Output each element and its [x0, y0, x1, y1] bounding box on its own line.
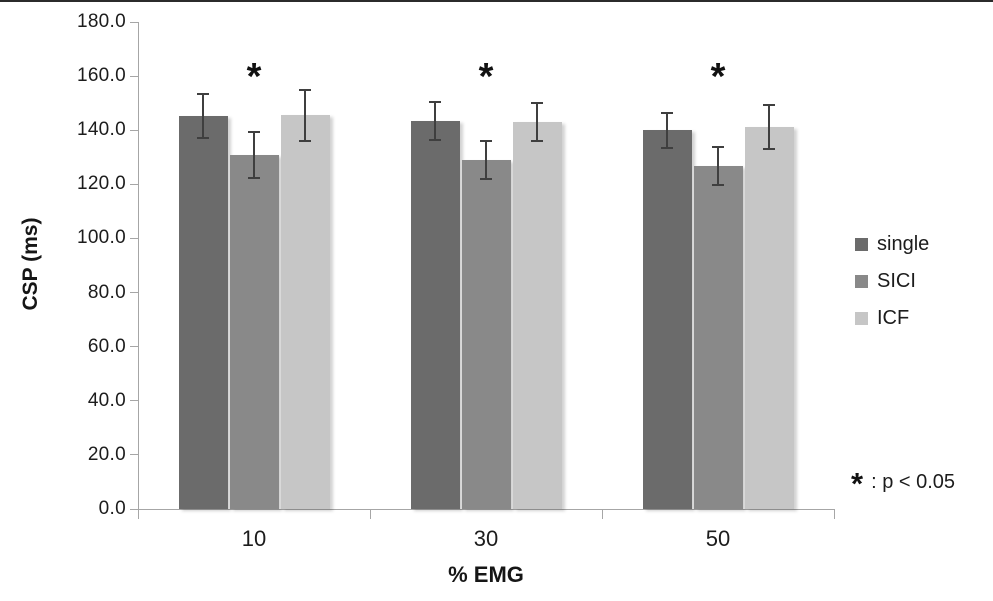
significance-asterisk: * — [478, 56, 494, 98]
error-bar-cap-top — [480, 140, 492, 143]
y-tick-mark — [130, 400, 138, 402]
bar-ICF — [512, 121, 562, 509]
bar-ICF — [744, 126, 794, 509]
y-tick-label: 80.0 — [87, 281, 126, 303]
bar-SICI — [461, 160, 511, 509]
bar-ICF — [280, 115, 330, 509]
error-bar-cap-top — [763, 104, 775, 107]
error-bar-cap-top — [299, 88, 311, 91]
error-bar-line — [253, 131, 255, 178]
legend-marker-icon — [855, 311, 868, 325]
error-bar-cap-bottom — [480, 178, 492, 181]
y-tick-mark — [130, 21, 138, 23]
x-tick-mark — [602, 509, 603, 519]
error-bar-cap-top — [712, 145, 724, 148]
x-category-label: 50 — [705, 526, 731, 551]
x-tick-mark — [138, 509, 139, 519]
y-tick-label: 160.0 — [76, 65, 126, 87]
significance-asterisk: * — [710, 56, 726, 98]
error-bar-line — [434, 102, 436, 140]
significance-asterisk: * — [246, 56, 262, 98]
error-bar-cap-bottom — [531, 139, 543, 142]
y-tick-mark — [130, 183, 138, 185]
error-bar-line — [536, 102, 538, 141]
significance-note: * : p < 0.05 — [851, 466, 956, 501]
asterisk-symbol: * — [851, 466, 864, 501]
legend-label: single — [877, 233, 930, 255]
y-tick-mark — [130, 346, 138, 348]
y-tick-mark — [130, 508, 138, 510]
error-bar-cap-bottom — [712, 183, 724, 186]
y-tick-mark — [130, 75, 138, 77]
error-bar-cap-bottom — [197, 136, 209, 139]
x-axis-title: % EMG — [448, 562, 524, 587]
error-bar-cap-bottom — [248, 176, 260, 179]
error-bar-line — [666, 112, 668, 148]
y-tick-label: 180.0 — [76, 11, 126, 32]
legend-item-single: single — [855, 232, 929, 256]
error-bar-cap-top — [429, 101, 441, 104]
error-bar-line — [717, 146, 719, 185]
y-tick-mark — [130, 237, 138, 239]
y-tick-label: 20.0 — [87, 443, 126, 465]
error-bar-line — [768, 105, 770, 149]
bar-SICI — [229, 154, 279, 509]
y-tick-mark — [130, 292, 138, 294]
x-tick-mark — [370, 509, 371, 519]
error-bar-cap-bottom — [763, 147, 775, 150]
legend-item-ICF: ICF — [855, 306, 929, 330]
error-bar-cap-top — [197, 93, 209, 96]
x-tick-mark — [834, 509, 835, 519]
y-tick-label: 0.0 — [98, 498, 126, 519]
figure-top-border — [0, 0, 993, 2]
error-bar-cap-bottom — [661, 146, 673, 149]
bar-single — [410, 121, 460, 509]
legend-label: SICI — [877, 270, 916, 292]
legend-marker-icon — [855, 274, 868, 288]
error-bar-cap-bottom — [429, 138, 441, 141]
legend-item-SICI: SICI — [855, 269, 929, 293]
significance-note-text: : p < 0.05 — [871, 471, 956, 493]
x-axis-line — [138, 509, 835, 510]
legend-marker-icon — [855, 237, 868, 251]
bar-SICI — [693, 165, 743, 509]
error-bar-line — [304, 89, 306, 142]
legend: single SICI ICF — [855, 232, 929, 343]
error-bar-cap-top — [531, 101, 543, 104]
y-tick-label: 40.0 — [87, 389, 126, 411]
y-tick-label: 60.0 — [87, 335, 126, 357]
y-tick-mark — [130, 129, 138, 131]
y-tick-label: 140.0 — [76, 119, 126, 141]
error-bar-cap-top — [661, 111, 673, 114]
bar-single — [642, 130, 692, 509]
x-category-label: 10 — [241, 526, 267, 551]
x-category-label: 30 — [473, 526, 499, 551]
y-tick-label: 100.0 — [76, 227, 126, 249]
y-axis-line — [138, 22, 139, 509]
error-bar-line — [202, 94, 204, 138]
y-tick-mark — [130, 454, 138, 456]
error-bar-line — [485, 141, 487, 180]
legend-label: ICF — [877, 307, 910, 329]
error-bar-cap-top — [248, 130, 260, 133]
error-bar-cap-bottom — [299, 140, 311, 143]
y-tick-label: 120.0 — [76, 173, 126, 195]
bar-single — [178, 115, 228, 509]
